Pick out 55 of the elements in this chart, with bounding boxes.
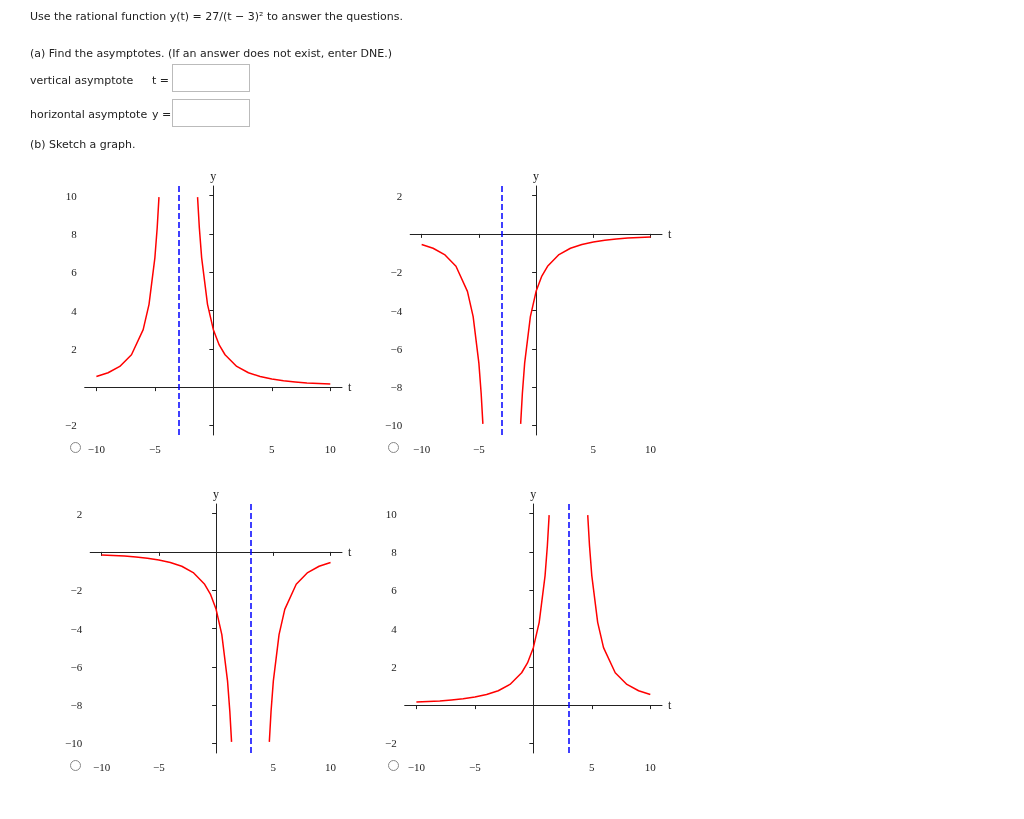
text: (a) Find the asymptotes. (If an answer does not exist, enter DNE.)	[30, 47, 392, 60]
text: vertical asymptote	[30, 74, 134, 87]
text: (b) Sketch a graph.	[30, 138, 136, 151]
y-tick-label: −2	[64, 419, 77, 432]
x-axis-title: t	[668, 698, 672, 713]
y-tick-label: 2	[396, 189, 403, 202]
x-tick-label: 5	[589, 760, 596, 773]
x-tick-label: −10	[413, 442, 431, 455]
x-tick-label: 10	[325, 760, 337, 773]
y-tick-label: −2	[390, 266, 403, 279]
y-axis-title: y	[530, 487, 537, 501]
y-tick-label: 8	[71, 227, 78, 240]
x-tick-label: 5	[270, 760, 277, 773]
y-tick-label: 2	[391, 660, 397, 673]
x-tick-label: 5	[269, 442, 276, 455]
y-tick-label: 2	[71, 342, 77, 355]
x-tick-label: −10	[87, 442, 106, 455]
x-axis-title: t	[348, 544, 352, 559]
y-tick-label: −4	[70, 622, 83, 635]
y-tick-label: 4	[391, 622, 398, 635]
y-tick-label: 4	[71, 304, 78, 317]
x-tick-label: −5	[473, 442, 486, 455]
y-axis-title: y	[213, 487, 220, 501]
y-tick-label: −10	[64, 737, 83, 750]
y-tick-label: −10	[384, 419, 403, 432]
x-tick-label: −5	[153, 760, 166, 773]
text: Use the rational function y(t) = 27/(t − 3)² to answer the questions.	[30, 10, 404, 23]
y-tick-label: 6	[391, 584, 398, 597]
y-axis-title: y	[533, 169, 540, 183]
text: t =	[152, 74, 170, 87]
y-tick-label: −6	[390, 342, 403, 355]
x-tick-label: 10	[645, 442, 657, 455]
x-tick-label: −10	[93, 760, 111, 773]
x-tick-label: 5	[590, 442, 597, 455]
y-tick-label: 2	[76, 507, 83, 520]
x-tick-label: −5	[149, 442, 162, 455]
text: y =	[152, 108, 172, 121]
y-tick-label: −4	[390, 304, 403, 317]
y-tick-label: −8	[390, 381, 403, 394]
y-tick-label: 6	[71, 266, 78, 279]
x-axis-title: t	[348, 380, 352, 395]
x-tick-label: −5	[469, 760, 482, 773]
x-axis-title: t	[668, 226, 672, 241]
y-axis-title: y	[210, 169, 217, 183]
x-tick-label: 10	[644, 760, 657, 773]
text: horizontal asymptote	[30, 108, 148, 121]
y-tick-label: 10	[65, 189, 78, 202]
y-tick-label: −6	[70, 660, 83, 673]
y-tick-label: 10	[385, 507, 398, 520]
x-tick-label: 10	[324, 442, 337, 455]
y-tick-label: 8	[391, 545, 398, 558]
x-tick-label: −10	[407, 760, 426, 773]
y-tick-label: −2	[70, 584, 83, 597]
y-tick-label: −8	[70, 699, 83, 712]
y-tick-label: −2	[384, 737, 397, 750]
